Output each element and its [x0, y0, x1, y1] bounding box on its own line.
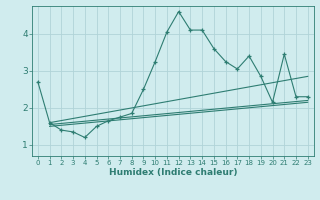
X-axis label: Humidex (Indice chaleur): Humidex (Indice chaleur)	[108, 168, 237, 177]
